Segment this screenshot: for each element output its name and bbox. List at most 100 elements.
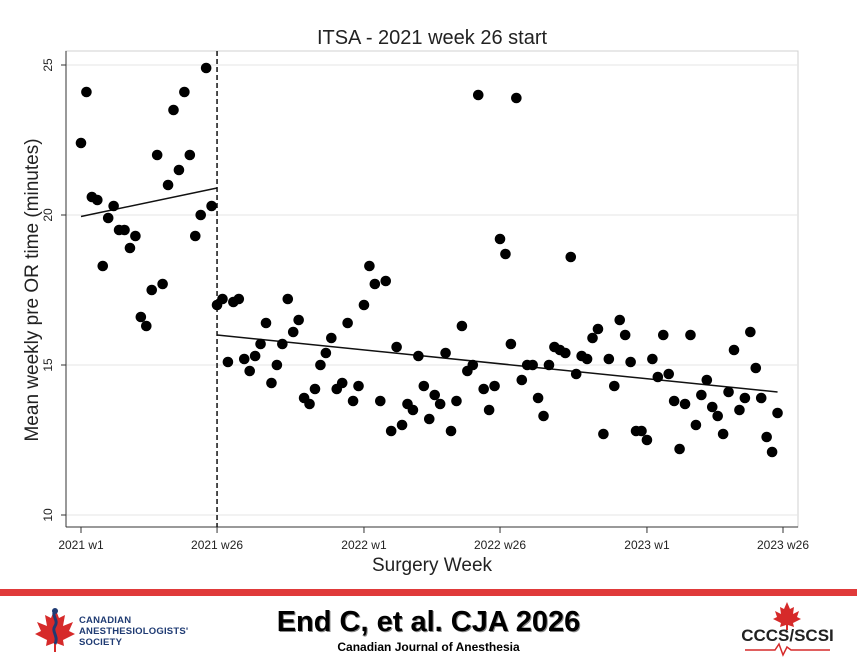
cas-logo-text: CANADIAN ANESTHESIOLOGISTS' SOCIETY (79, 615, 189, 648)
data-point (701, 374, 713, 386)
data-point (375, 395, 386, 407)
data-point (500, 248, 511, 260)
data-point (336, 377, 348, 389)
data-point (511, 92, 522, 104)
data-point (396, 419, 408, 431)
trend-line (80, 187, 218, 218)
data-point (418, 380, 430, 392)
data-point (173, 164, 185, 176)
maple-leaf-icon (745, 602, 830, 657)
data-point (696, 389, 707, 401)
footer-divider-bar (0, 589, 857, 596)
data-point (206, 200, 217, 212)
data-point (353, 380, 364, 392)
data-point (162, 179, 174, 191)
data-point (690, 419, 702, 431)
data-point (614, 314, 626, 326)
data-point (592, 323, 604, 335)
data-point (130, 230, 141, 242)
data-point (538, 410, 549, 422)
data-point (282, 293, 294, 305)
data-point (766, 446, 778, 458)
data-point (92, 194, 103, 206)
data-point (249, 350, 261, 362)
data-point (712, 410, 723, 422)
data-point (467, 359, 479, 371)
data-point (679, 398, 691, 410)
data-point (184, 149, 196, 161)
data-point (347, 395, 359, 407)
data-point (326, 332, 337, 344)
data-point (647, 353, 658, 365)
data-point (135, 311, 147, 323)
data-point (315, 359, 326, 371)
data-point (423, 413, 435, 425)
data-point (119, 224, 130, 236)
data-point (451, 395, 462, 407)
data-point (668, 395, 680, 407)
data-point (244, 365, 255, 377)
axes: 10 15 20 25 2021 w1 2021 w26 2022 w1 2022 w26 20… (41, 51, 809, 552)
data-point (505, 338, 517, 350)
data-point (179, 86, 190, 98)
data-point (587, 332, 598, 344)
data-point (260, 317, 272, 329)
data-point (320, 347, 332, 359)
x-tick-label: 2023 w26 (757, 538, 809, 552)
data-point (483, 404, 495, 416)
data-point (652, 371, 664, 383)
data-point (755, 392, 767, 404)
data-point (445, 425, 457, 437)
trend-line (216, 334, 778, 393)
plot-area (65, 50, 799, 528)
x-tick-label: 2023 w1 (624, 538, 670, 552)
data-point (391, 341, 402, 353)
data-point (581, 353, 593, 365)
data-point (663, 368, 675, 380)
data-point (516, 374, 528, 386)
y-tick-label: 20 (41, 208, 55, 222)
data-point (456, 320, 468, 332)
data-point (287, 326, 299, 338)
x-tick-label: 2021 w26 (191, 538, 243, 552)
data-point (358, 299, 370, 311)
data-point (429, 389, 441, 401)
data-point (238, 353, 250, 365)
trend-lines (80, 187, 778, 393)
data-points (75, 62, 783, 458)
data-point (385, 425, 397, 437)
data-point (81, 86, 92, 98)
journal-name: Canadian Journal of Anesthesia (337, 640, 520, 654)
data-point (222, 356, 234, 368)
y-tick-label: 25 (41, 58, 55, 72)
data-point (560, 347, 571, 359)
data-point (413, 350, 424, 362)
data-point (609, 380, 620, 392)
data-point (364, 260, 375, 272)
data-point (717, 428, 729, 440)
data-point (168, 104, 179, 116)
data-point (739, 392, 751, 404)
data-point (685, 329, 696, 341)
cccs-logo-text: CCCS/SCSI (741, 626, 834, 645)
data-point (565, 251, 577, 263)
scatter-chart: 10 15 20 25 2021 w1 2021 w26 2022 w1 2022 w26 20… (22, 27, 809, 576)
data-point (527, 359, 538, 371)
data-point (674, 443, 685, 455)
data-point (146, 284, 158, 296)
data-point (75, 137, 87, 149)
y-tick-label: 10 (41, 508, 55, 522)
data-point (217, 293, 228, 305)
data-point (728, 344, 740, 356)
citation-text: End C, et al. CJA 2026 (276, 606, 581, 638)
data-point (532, 392, 544, 404)
data-point (97, 260, 109, 272)
data-point (255, 338, 266, 350)
data-point (157, 278, 168, 290)
data-point (440, 347, 451, 359)
data-point (598, 428, 609, 440)
x-tick-label: 2022 w26 (474, 538, 526, 552)
data-point (472, 89, 484, 101)
x-axis-label: Surgery Week (372, 555, 493, 576)
data-point (189, 230, 201, 242)
